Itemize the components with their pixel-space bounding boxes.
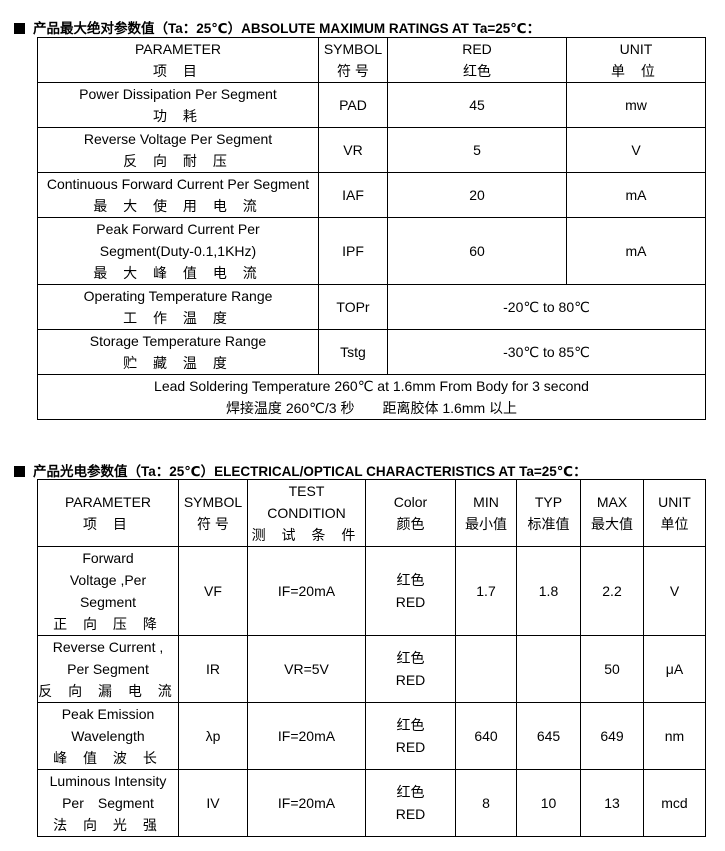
- header-test-condition: TEST CONDITION 测 试 条 件: [247, 479, 366, 547]
- min-cell: [455, 635, 517, 703]
- absolute-max-table: PARAMETER 项 目 SYMBOL 符 号 RED 红色 UNIT 单 位 Pow…: [37, 37, 706, 420]
- unit-cell: mcd: [643, 769, 706, 837]
- bullet-square-icon: [14, 466, 25, 477]
- param-cell: Storage Temperature Range 贮 藏 温 度: [37, 329, 319, 375]
- param-cell: Luminous Intensity Per Segment 法 向 光 强: [37, 769, 179, 837]
- header-parameter: PARAMETER 项 目: [37, 479, 179, 547]
- unit-cell: mA: [566, 172, 706, 218]
- header-min: MIN 最小值: [455, 479, 517, 547]
- header-parameter: PARAMETER 项 目: [37, 37, 319, 83]
- param-cell: Reverse Voltage Per Segment 反 向 耐 压: [37, 127, 319, 173]
- max-cell: 649: [580, 702, 644, 770]
- title-text: 产品最大绝对参数值（Ta：25℃）ABSOLUTE MAXIMUM RATING…: [33, 21, 541, 36]
- header-red: RED 红色: [387, 37, 567, 83]
- max-cell: 2.2: [580, 546, 644, 636]
- unit-cell: nm: [643, 702, 706, 770]
- param-cell: Forward Voltage ,Per Segment 正 向 压 降: [37, 546, 179, 636]
- header-color: Color 颜色: [365, 479, 456, 547]
- color-cell: 红色 RED: [365, 546, 456, 636]
- symbol-cell: IR: [178, 635, 248, 703]
- param-cell: Peak Emission Wavelength 峰 值 波 长: [37, 702, 179, 770]
- electrical-optical-table: PARAMETER 项 目 SYMBOL 符 号 TEST CONDITION 测 试 …: [37, 479, 706, 837]
- typ-cell: [516, 635, 581, 703]
- unit-cell: mw: [566, 82, 706, 128]
- unit-cell: V: [643, 546, 706, 636]
- color-cell: 红色 RED: [365, 635, 456, 703]
- header-symbol: SYMBOL 符 号: [318, 37, 388, 83]
- unit-cell: V: [566, 127, 706, 173]
- table-row: Luminous Intensity Per Segment 法 向 光 强 IV IF…: [37, 769, 706, 837]
- symbol-cell: Tstg: [318, 329, 388, 375]
- symbol-cell: λp: [178, 702, 248, 770]
- color-cell: 红色 RED: [365, 769, 456, 837]
- param-cell: Power Dissipation Per Segment 功 耗: [37, 82, 319, 128]
- test-condition-cell: IF=20mA: [247, 769, 366, 837]
- table-row: Reverse Current , Per Segment 反 向 漏 电 流 IR V…: [37, 635, 706, 703]
- symbol-cell: VF: [178, 546, 248, 636]
- footer-row: Lead Soldering Temperature 260℃ at 1.6mm…: [37, 374, 706, 420]
- section-title-electrical: 产品光电参数值（Ta：25℃）ELECTRICAL/OPTICAL CHARAC…: [14, 460, 587, 480]
- table-row: Continuous Forward Current Per Segment 最 …: [37, 172, 706, 218]
- symbol-cell: TOPr: [318, 284, 388, 330]
- title-text: 产品光电参数值（Ta：25℃）ELECTRICAL/OPTICAL CHARAC…: [33, 464, 587, 479]
- table-row: Operating Temperature Range 工 作 温 度 TOPr …: [37, 284, 706, 330]
- table-row: Forward Voltage ,Per Segment 正 向 压 降 VF IF=20…: [37, 546, 706, 636]
- value-cell: -30℃ to 85℃: [387, 329, 706, 375]
- max-cell: 50: [580, 635, 644, 703]
- bullet-square-icon: [14, 23, 25, 34]
- soldering-note: Lead Soldering Temperature 260℃ at 1.6mm…: [37, 374, 706, 420]
- header-unit: UNIT 单位: [643, 479, 706, 547]
- header-typ: TYP 标准值: [516, 479, 581, 547]
- param-cell: Operating Temperature Range 工 作 温 度: [37, 284, 319, 330]
- min-cell: 8: [455, 769, 517, 837]
- table-row: Peak Emission Wavelength 峰 值 波 长 λp IF=20mA 红…: [37, 702, 706, 770]
- test-condition-cell: IF=20mA: [247, 546, 366, 636]
- symbol-cell: VR: [318, 127, 388, 173]
- header-symbol: SYMBOL 符 号: [178, 479, 248, 547]
- symbol-cell: PAD: [318, 82, 388, 128]
- param-cell: Continuous Forward Current Per Segment 最 …: [37, 172, 319, 218]
- test-condition-cell: IF=20mA: [247, 702, 366, 770]
- header-unit: UNIT 单 位: [566, 37, 706, 83]
- unit-cell: mA: [566, 217, 706, 285]
- value-cell: 20: [387, 172, 567, 218]
- value-cell: 45: [387, 82, 567, 128]
- symbol-cell: IPF: [318, 217, 388, 285]
- param-cell: Peak Forward Current Per Segment(Duty-0.1…: [37, 217, 319, 285]
- symbol-cell: IAF: [318, 172, 388, 218]
- table-row: Reverse Voltage Per Segment 反 向 耐 压 VR 5 …: [37, 127, 706, 173]
- table-row: Storage Temperature Range 贮 藏 温 度 Tstg -3…: [37, 329, 706, 375]
- table-row: Peak Forward Current Per Segment(Duty-0.1…: [37, 217, 706, 285]
- unit-cell: μA: [643, 635, 706, 703]
- max-cell: 13: [580, 769, 644, 837]
- value-cell: 60: [387, 217, 567, 285]
- typ-cell: 10: [516, 769, 581, 837]
- typ-cell: 1.8: [516, 546, 581, 636]
- color-cell: 红色 RED: [365, 702, 456, 770]
- symbol-cell: IV: [178, 769, 248, 837]
- typ-cell: 645: [516, 702, 581, 770]
- test-condition-cell: VR=5V: [247, 635, 366, 703]
- min-cell: 640: [455, 702, 517, 770]
- table-row: Power Dissipation Per Segment 功 耗 PAD 45 …: [37, 82, 706, 128]
- value-cell: -20℃ to 80℃: [387, 284, 706, 330]
- value-cell: 5: [387, 127, 567, 173]
- header-max: MAX 最大值: [580, 479, 644, 547]
- min-cell: 1.7: [455, 546, 517, 636]
- section-title-absolute-max: 产品最大绝对参数值（Ta：25℃）ABSOLUTE MAXIMUM RATING…: [14, 17, 540, 37]
- table-header-row: PARAMETER 项 目 SYMBOL 符 号 RED 红色 UNIT 单 位: [37, 37, 706, 83]
- table-header-row: PARAMETER 项 目 SYMBOL 符 号 TEST CONDITION 测 试 …: [37, 479, 706, 547]
- param-cell: Reverse Current , Per Segment 反 向 漏 电 流: [37, 635, 179, 703]
